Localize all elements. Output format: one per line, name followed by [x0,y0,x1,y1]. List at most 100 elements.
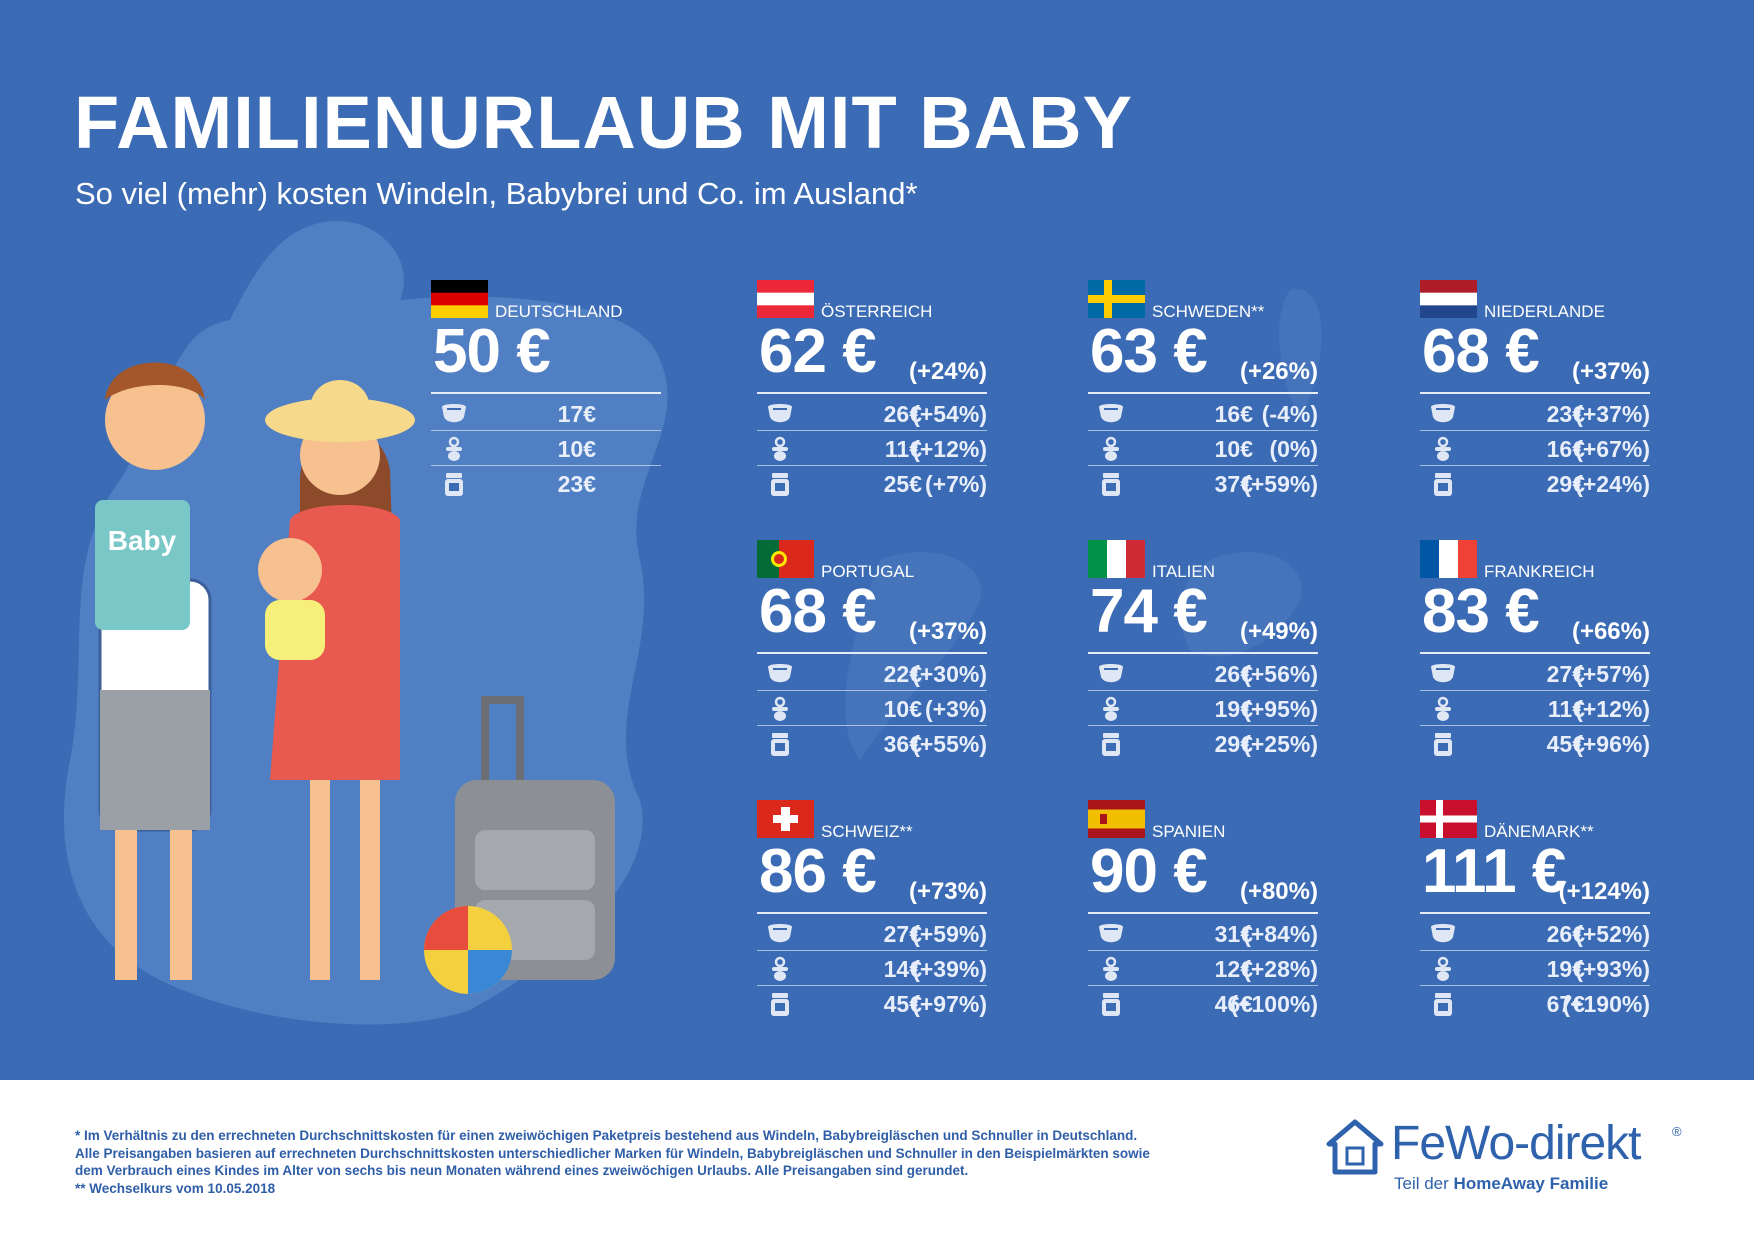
icon-shape [771,733,789,756]
price-row: 45€ (+97%) [757,986,987,1021]
flag [1088,280,1145,318]
item-change: (+28%) [1243,956,1318,982]
row-divider [1420,985,1650,986]
icon-shape [1099,404,1123,423]
row-divider [1420,690,1650,691]
item-change: (+39%) [912,956,987,982]
divider [431,392,661,394]
item-price: 29€ [1214,731,1253,757]
item-change: (+57%) [1575,661,1650,687]
item-change: (+59%) [1243,471,1318,497]
item-change: (+24%) [1575,471,1650,497]
item-icon [765,696,795,722]
divider [1420,652,1650,654]
item-price: 10€ [1214,436,1253,462]
item-price: 29€ [1546,471,1585,497]
row-divider [1088,725,1318,726]
item-price: 27€ [883,921,922,947]
row-divider [431,465,661,466]
item-price: 16€ [1546,436,1585,462]
item-icon [1096,661,1126,687]
item-price: 23€ [1546,401,1585,427]
total-change: (+26%) [1239,358,1318,385]
item-price: 26€ [883,401,922,427]
logo-name: FeWo-direkt [1391,1117,1642,1170]
flag [1420,280,1477,319]
row-divider [757,690,987,691]
item-icon [1428,661,1458,687]
tagline-prefix: Teil der [1394,1174,1449,1193]
footnote: ** Wechselkurs vom 10.05.2018 [75,1180,276,1196]
item-icon [1096,471,1126,497]
price-row: 11€ (+12%) [757,431,987,466]
item-icon [1428,401,1458,427]
icon-shape [1102,993,1120,1016]
item-icon [765,401,795,427]
item-price: 26€ [1214,661,1253,687]
icon-shape [1434,473,1452,496]
icon-shape [1102,473,1120,496]
country-card: ÖSTERREICH 62 € (+24%) 26€ (+54%) 11€ (+12%) 25… [757,280,1007,510]
item-change: (+12%) [1575,696,1650,722]
item-price: 26€ [1546,921,1585,947]
divider [1088,392,1318,394]
flag-shape [757,540,814,578]
item-price: 23€ [557,471,596,497]
row-divider [757,725,987,726]
item-change: (+7%) [925,471,987,497]
book [95,500,190,630]
icon-shape [1435,696,1451,721]
flag [757,540,814,578]
item-change: (+96%) [1575,731,1650,757]
total-change: (+66%) [1571,618,1650,645]
country-name: DEUTSCHLAND [495,302,623,321]
item-change: (+55%) [912,731,987,757]
icon-shape [1099,924,1123,943]
item-change: (+59%) [912,921,987,947]
item-change: (+54%) [912,401,987,427]
icon-shape [446,436,462,461]
country-name: ITALIEN [1152,562,1215,581]
price-row: 37€ (+59%) [1088,466,1318,501]
item-price: 17€ [557,401,596,427]
country-name: SPANIEN [1152,822,1226,841]
item-change: (+97%) [912,991,987,1017]
item-icon [765,471,795,497]
item-price: 45€ [883,991,922,1017]
item-icon [1096,991,1126,1017]
item-icon [1096,401,1126,427]
price-row: 22€ (+30%) [757,656,987,691]
item-change: (+84%) [1243,921,1318,947]
price-row: 67€ (+190%) [1420,986,1650,1021]
item-price: 36€ [883,731,922,757]
row-divider [431,430,661,431]
icon-shape [1102,733,1120,756]
item-icon [439,436,469,462]
icon-shape [768,404,792,423]
footnote: dem Verbrauch eines Kindes im Alter von … [75,1163,969,1178]
row-divider [1420,430,1650,431]
footer [0,1080,1754,1240]
flag [1420,540,1478,578]
icon-shape [772,956,788,981]
item-icon [1096,436,1126,462]
item-change: (0%) [1269,436,1318,462]
logo-mark: ® [1672,1124,1682,1139]
item-price: 14€ [883,956,922,982]
total-price: 50 € [433,317,551,386]
country-name: NIEDERLANDE [1484,302,1605,321]
total-change: (+73%) [908,878,987,905]
title: FAMILIENURLAUB MIT BABY [74,81,1133,164]
row-divider [757,950,987,951]
icon-shape [1103,436,1119,461]
icon-shape [1103,696,1119,721]
price-row: 16€ (-4%) [1088,396,1318,431]
total-change: (+37%) [908,618,987,645]
icon-shape [772,436,788,461]
icon-shape [1431,664,1455,683]
family-illustration: Baby [95,362,615,994]
icon-shape [1434,733,1452,756]
total-price: 83 € [1422,577,1540,646]
country-name: SCHWEIZ** [821,822,913,841]
